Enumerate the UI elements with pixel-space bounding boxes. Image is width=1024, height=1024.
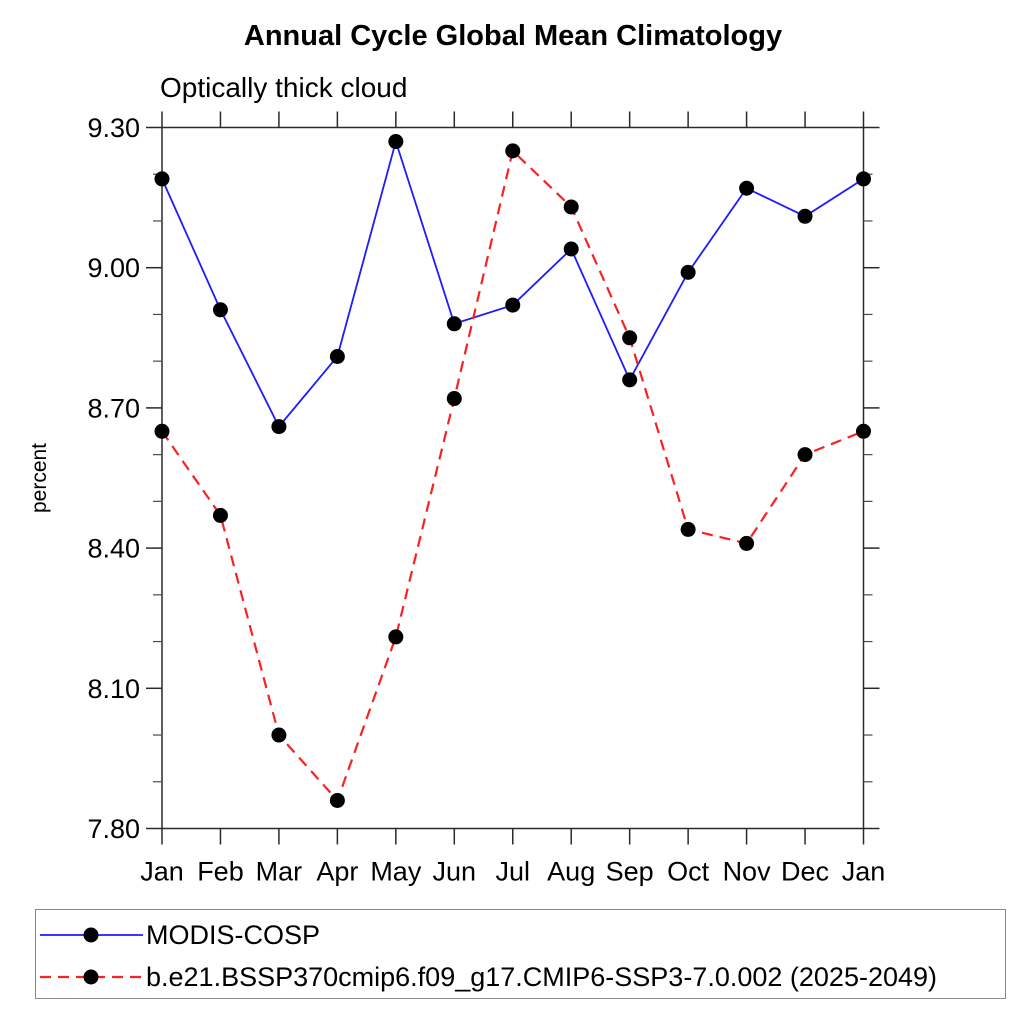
x-tick-label: Jan [140,857,184,887]
legend-label-model: b.e21.BSSP370cmip6.f09_g17.CMIP6-SSP3-7.… [146,962,938,992]
legend: MODIS-COSP b.e21.BSSP370cmip6.f09_g17.CM… [35,909,1006,999]
data-point-marker [622,372,638,388]
data-point-marker [797,208,813,224]
data-point-marker [797,447,813,463]
data-point-marker [856,171,871,187]
legend-line-sample-red-dashed [40,969,143,985]
data-point-marker [212,507,228,523]
x-tick-label: Dec [781,857,829,887]
legend-line-sample-blue [40,927,143,943]
legend-label-modis-cosp: MODIS-COSP [146,920,321,950]
x-tick-label: Jan [842,857,886,887]
data-point-marker [563,241,579,257]
data-point-marker [446,391,462,407]
data-point-marker [563,199,579,215]
x-axis: Jan Feb Mar Apr May Jun Jul Aug Sep Oct Nov Dec Jan [140,111,886,887]
y-tick-label: 8.40 [87,534,140,564]
y-tick-label: 9.30 [87,113,140,143]
data-point-marker [680,264,696,280]
data-point-marker [505,143,521,159]
x-tick-label: Mar [256,857,303,887]
x-tick-label: May [370,857,422,887]
data-point-marker [622,330,638,346]
data-point-marker [212,302,228,318]
data-point-marker [680,521,696,537]
y-axis-label: percent [28,443,51,513]
data-point-marker [329,792,345,808]
series-model [154,143,871,808]
x-tick-label: Jun [433,857,477,887]
data-point-marker [446,316,462,332]
legend-item-modis-cosp: MODIS-COSP [40,920,321,950]
y-tick-label: 7.80 [87,814,140,844]
y-axis: 7.80 8.10 8.40 8.70 9.00 9.30 [87,113,880,844]
line-chart-plot: Jan Feb Mar Apr May Jun Jul Aug Sep Oct Nov Dec Jan7… [28,111,886,887]
data-point-marker [154,423,170,439]
data-point-marker [388,629,404,645]
y-tick-label: 8.70 [87,393,140,423]
data-point-marker [271,727,287,743]
data-point-marker [505,297,521,313]
data-point-marker [739,180,755,196]
data-point-marker [856,423,871,439]
chart-title: Annual Cycle Global Mean Climatology [243,20,783,52]
chart-subtitle: Optically thick cloud [160,72,408,103]
x-tick-label: Oct [667,857,710,887]
series-modis-cosp [154,134,871,435]
x-tick-label: Apr [316,857,358,887]
plot-frame [161,126,865,830]
legend-item-model: b.e21.BSSP370cmip6.f09_g17.CMIP6-SSP3-7.… [40,962,938,992]
x-tick-label: Jul [495,857,530,887]
x-tick-label: Feb [197,857,244,887]
data-point-marker [388,134,404,150]
x-tick-label: Aug [547,857,595,887]
data-point-marker [739,535,755,551]
y-tick-label: 8.10 [87,674,140,704]
data-point-marker [329,348,345,364]
y-tick-label: 9.00 [87,253,140,283]
data-point-marker [154,171,170,187]
x-tick-label: Nov [723,857,772,887]
x-tick-label: Sep [606,857,654,887]
data-point-marker [271,419,287,435]
